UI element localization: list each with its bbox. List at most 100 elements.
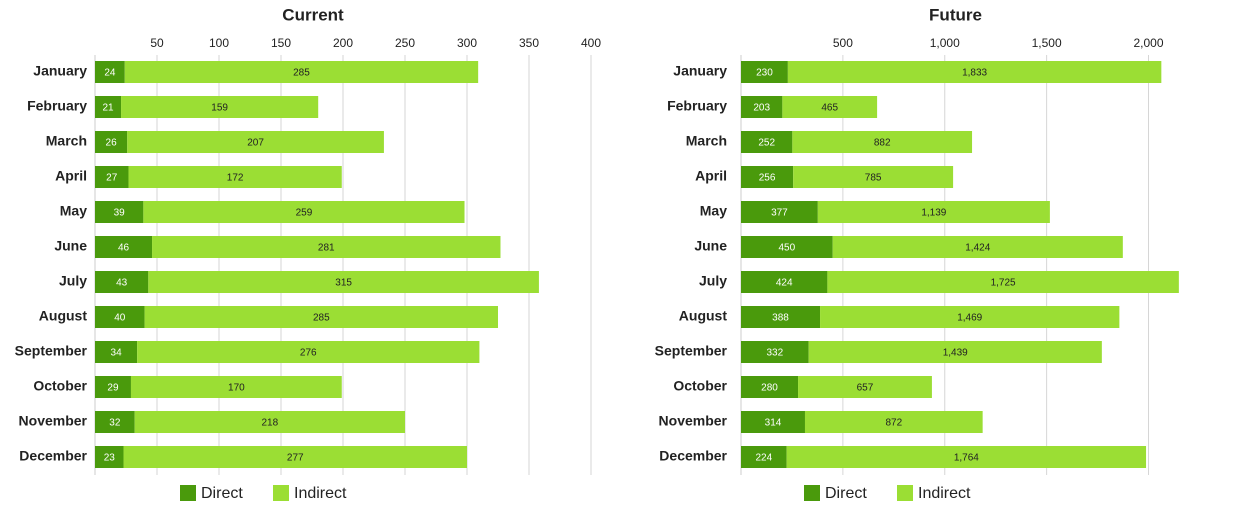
bar-segment	[782, 96, 878, 118]
category-label: October	[673, 378, 727, 394]
data-label: 882	[874, 138, 891, 149]
data-label: 424	[776, 278, 793, 289]
data-label: 218	[261, 418, 278, 429]
bar-segment	[741, 166, 794, 188]
data-label: 34	[111, 348, 123, 359]
bar-segment	[95, 341, 138, 363]
data-label: 1,725	[991, 278, 1016, 289]
data-label: 172	[227, 173, 244, 184]
data-label: 1,439	[943, 348, 968, 359]
bar-segment	[95, 166, 129, 188]
category-label: December	[659, 448, 727, 464]
bar-segment	[820, 306, 1120, 328]
bar-segment	[741, 201, 818, 223]
bar-segment	[152, 236, 501, 258]
bar-segment	[741, 271, 828, 293]
bar-segment	[95, 271, 149, 293]
bar-segment	[95, 201, 144, 223]
category-label: February	[27, 98, 87, 114]
data-label: 256	[759, 173, 776, 184]
bar-segment	[143, 201, 465, 223]
bar-segment	[832, 236, 1123, 258]
data-label: 314	[765, 418, 782, 429]
category-label: March	[686, 133, 727, 149]
data-label: 230	[756, 68, 773, 79]
chart-title: Current	[282, 5, 344, 24]
bar-segment	[137, 341, 480, 363]
x-tick-label: 2,000	[1133, 36, 1163, 50]
category-label: June	[54, 238, 87, 254]
data-label: 285	[293, 68, 310, 79]
data-label: 315	[335, 278, 352, 289]
data-label: 465	[821, 103, 838, 114]
chart-title: Future	[929, 5, 982, 24]
data-label: 259	[296, 208, 313, 219]
category-label: March	[46, 133, 87, 149]
bar-segment	[741, 306, 821, 328]
bar-segment	[827, 271, 1179, 293]
data-label: 1,469	[957, 313, 982, 324]
data-label: 276	[300, 348, 317, 359]
bar-segment	[741, 446, 787, 468]
legend-label: Direct	[201, 485, 243, 502]
bar-segment	[741, 61, 788, 83]
category-label: June	[694, 238, 727, 254]
category-label: February	[667, 98, 727, 114]
legend-swatch	[897, 485, 913, 501]
bar-segment	[817, 201, 1050, 223]
bar-segment	[95, 376, 131, 398]
category-label: September	[655, 343, 728, 359]
bar-segment	[95, 306, 145, 328]
category-label: January	[33, 63, 87, 79]
legend-label: Direct	[825, 485, 867, 502]
data-label: 40	[114, 313, 126, 324]
x-tick-label: 500	[833, 36, 853, 50]
data-label: 332	[766, 348, 783, 359]
data-label: 170	[228, 383, 245, 394]
legend-label: Indirect	[294, 485, 347, 502]
data-label: 224	[755, 453, 772, 464]
category-label: January	[673, 63, 727, 79]
data-label: 26	[106, 138, 118, 149]
data-label: 159	[211, 103, 228, 114]
data-label: 203	[753, 103, 770, 114]
bar-segment	[741, 376, 799, 398]
bar-segment	[127, 131, 384, 153]
bar-segment	[741, 341, 809, 363]
category-label: December	[19, 448, 87, 464]
bar-segment	[148, 271, 539, 293]
bar-segment	[123, 446, 468, 468]
data-label: 21	[102, 103, 114, 114]
data-label: 872	[885, 418, 902, 429]
data-label: 207	[247, 138, 264, 149]
bar-segment	[741, 131, 793, 153]
bar-segment	[804, 411, 983, 433]
bar-segment	[95, 61, 125, 83]
category-label: August	[679, 308, 728, 324]
data-label: 1,424	[965, 243, 990, 254]
data-label: 450	[779, 243, 796, 254]
x-tick-label: 1,500	[1032, 36, 1062, 50]
x-tick-label: 50	[150, 36, 164, 50]
bar-segment	[130, 376, 342, 398]
bar-segment	[134, 411, 405, 433]
legend-label: Indirect	[918, 485, 971, 502]
data-label: 657	[857, 383, 874, 394]
category-label: April	[55, 168, 87, 184]
bar-segment	[787, 61, 1162, 83]
data-label: 39	[114, 208, 126, 219]
category-label: August	[39, 308, 88, 324]
data-label: 280	[761, 383, 778, 394]
data-label: 1,139	[921, 208, 946, 219]
data-label: 277	[287, 453, 304, 464]
data-label: 252	[758, 138, 775, 149]
data-label: 388	[772, 313, 789, 324]
bar-segment	[793, 166, 954, 188]
bar-segment	[798, 376, 932, 398]
data-label: 43	[116, 278, 128, 289]
bar-segment	[741, 96, 783, 118]
data-label: 29	[107, 383, 119, 394]
category-label: May	[60, 203, 87, 219]
bar-segment	[95, 236, 153, 258]
